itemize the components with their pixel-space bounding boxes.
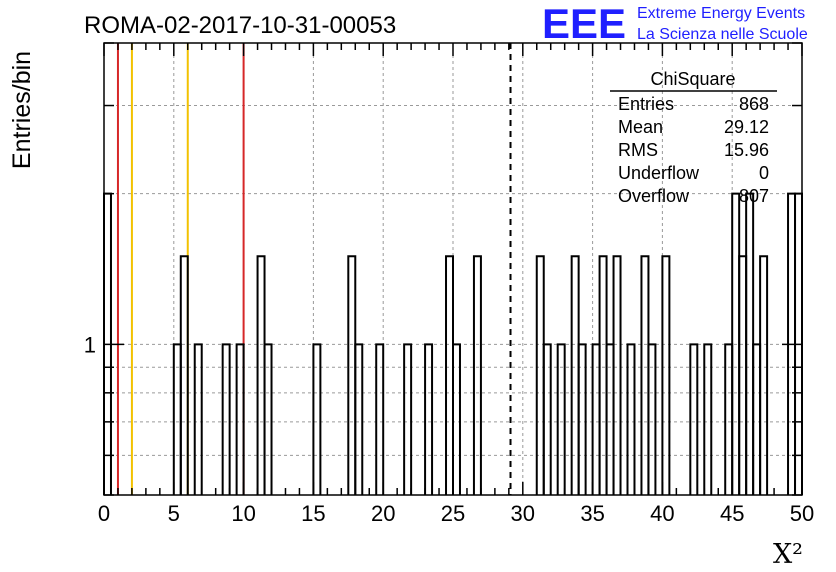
x-tick-label: 30 (511, 501, 535, 526)
x-tick-label: 15 (301, 501, 325, 526)
histogram-bin (703, 343, 713, 495)
histogram-bin (661, 255, 671, 495)
x-tick-label: 10 (231, 501, 255, 526)
histogram-bin (759, 255, 769, 495)
stats-label: Mean (618, 117, 663, 137)
stats-row: RMS 15.96 (618, 140, 769, 160)
histogram-bin (375, 343, 385, 495)
x-axis-title: Χ² (773, 539, 803, 570)
histogram-bin (577, 343, 587, 495)
stats-row: Underflow 0 (618, 163, 769, 183)
stats-label: RMS (618, 140, 658, 160)
histogram-bin (472, 255, 482, 495)
histogram-bin (612, 255, 622, 495)
histogram-bin (445, 255, 454, 495)
stats-title: ChiSquare (650, 69, 735, 89)
stats-row: Mean 29.12 (618, 117, 769, 137)
stats-label: Entries (618, 94, 674, 114)
x-tick-label: 45 (720, 501, 744, 526)
axis-ticks (103, 42, 803, 496)
tick-labels: 0 5 10 15 20 25 30 35 40 45 50 1 (84, 332, 814, 526)
histogram-bin (542, 343, 552, 495)
stats-box: ChiSquare Entries 868 Mean 29.12 RMS 15.… (610, 69, 777, 206)
stats-row: Entries 868 (618, 94, 769, 114)
y-tick-label: 1 (84, 332, 96, 357)
histogram-bin (556, 343, 566, 495)
stats-value: 807 (739, 186, 769, 206)
eee-logo: EEE (542, 0, 626, 47)
histogram-bin (647, 343, 657, 495)
x-tick-label: 0 (98, 501, 110, 526)
y-axis-title: Entries/bin (8, 51, 36, 169)
logo-line-2: La Scienza nelle Scuole (637, 26, 808, 43)
stats-value: 868 (739, 94, 769, 114)
histogram-bin (235, 343, 245, 495)
x-tick-label: 25 (441, 501, 465, 526)
x-tick-label: 50 (790, 501, 814, 526)
histogram-bin (535, 255, 545, 495)
histogram-bin (312, 343, 322, 495)
stats-label: Overflow (618, 186, 690, 206)
histogram-bin (403, 343, 413, 495)
stats-value: 15.96 (724, 140, 769, 160)
histogram-bin (424, 343, 434, 495)
histogram-bin (640, 255, 650, 495)
logo-line-1: Extreme Energy Events (637, 5, 805, 22)
histogram-bin (689, 343, 699, 495)
stats-value: 0 (759, 163, 769, 183)
stats-row: Overflow 807 (618, 186, 769, 206)
run-title: ROMA-02-2017-10-31-00053 (84, 12, 396, 39)
x-tick-label: 5 (168, 501, 180, 526)
histogram-bin (256, 255, 266, 495)
histogram-bin (738, 255, 748, 495)
histogram-bin (179, 255, 189, 495)
histogram-bin (626, 343, 636, 495)
histogram-bin (263, 343, 273, 495)
histogram-bin (221, 343, 231, 495)
stats-value: 29.12 (724, 117, 769, 137)
histogram-bin (570, 255, 580, 495)
histogram-bin (452, 343, 461, 495)
histogram-bin (193, 343, 203, 495)
x-tick-label: 20 (371, 501, 395, 526)
histogram-bin (347, 255, 357, 495)
histogram-bin (598, 255, 608, 495)
histogram-series (103, 192, 803, 495)
stats-label: Underflow (618, 163, 700, 183)
histogram-bin (354, 343, 364, 495)
x-tick-label: 40 (650, 501, 674, 526)
x-tick-label: 35 (580, 501, 604, 526)
